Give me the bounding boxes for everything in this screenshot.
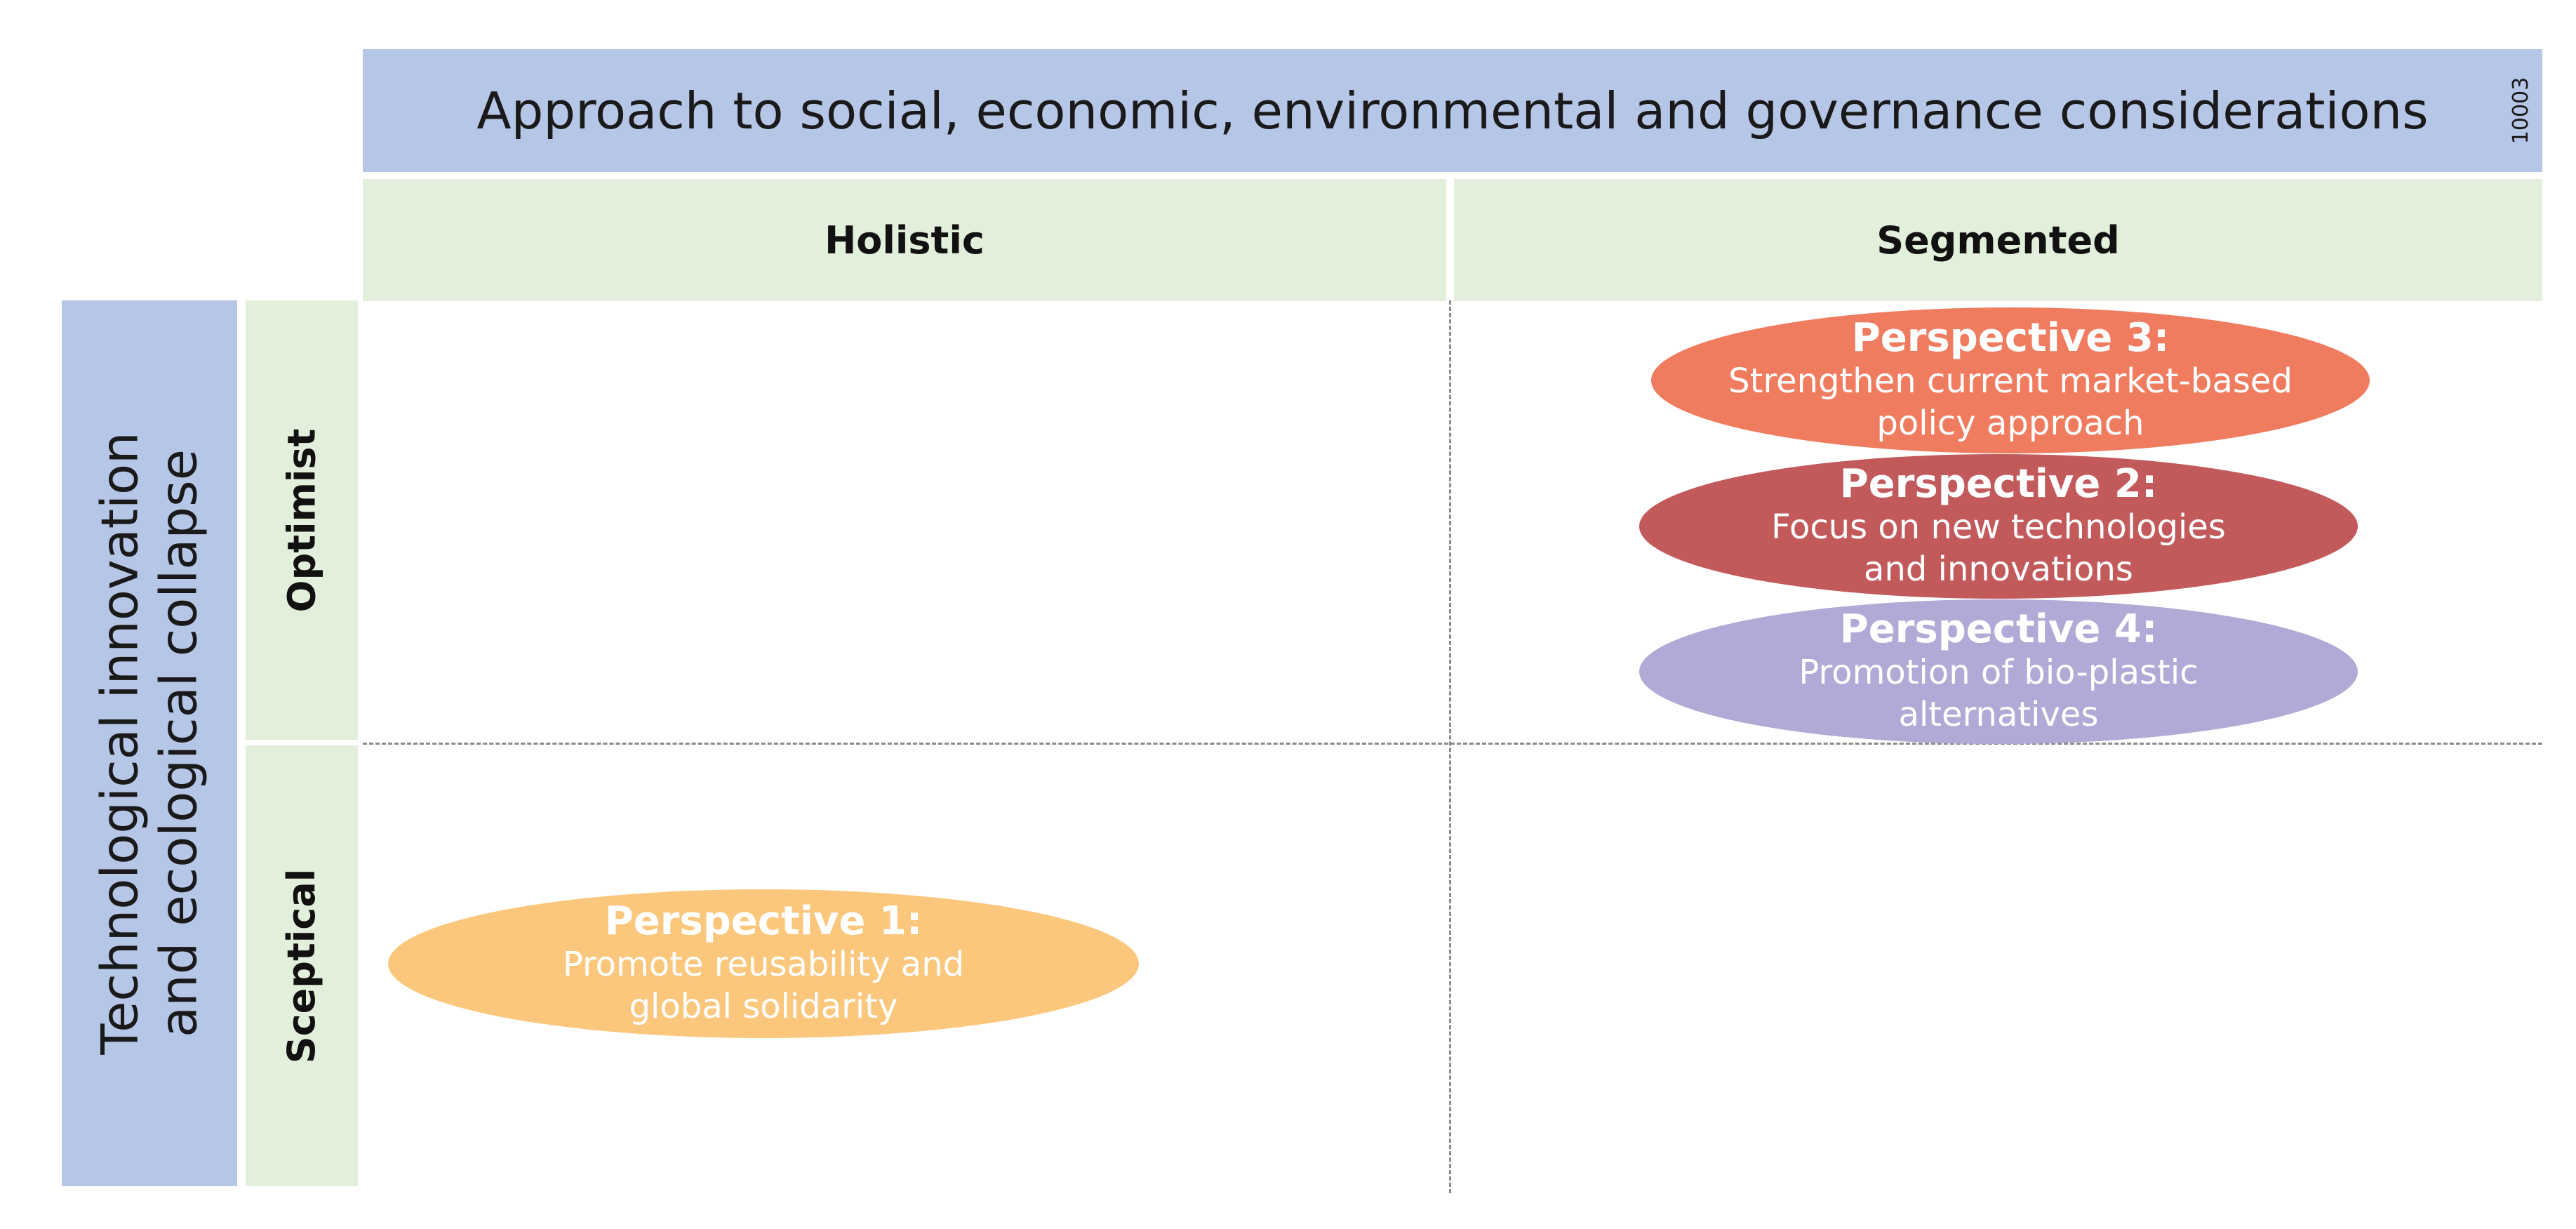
column-label-segmented: Segmented	[1876, 218, 2120, 263]
perspective-2-text-line-2: and innovations	[1864, 550, 2133, 589]
perspective-1-title: Perspective 1:	[604, 898, 923, 944]
column-header-segmented: Segmented	[1454, 179, 2542, 301]
vertical-divider	[1449, 300, 1451, 1193]
row-label-optimist: Optimist	[279, 428, 324, 612]
figure-id: 10003	[2509, 77, 2534, 145]
left-axis-label-line-1: Technological innovation	[91, 432, 149, 1055]
column-header-holistic: Holistic	[363, 179, 1446, 301]
column-label-holistic: Holistic	[825, 218, 985, 263]
main-header: Approach to social, economic, environmen…	[363, 49, 2542, 172]
horizontal-divider	[363, 743, 2542, 745]
left-axis-label: Technological innovation and ecological …	[91, 432, 208, 1054]
figure-id-container: 10003	[2500, 49, 2542, 172]
perspective-4-ellipse: Perspective 4: Promotion of bio-plastic …	[1639, 599, 2358, 744]
main-header-title: Approach to social, economic, environmen…	[476, 81, 2429, 140]
perspective-2-ellipse: Perspective 2: Focus on new technologies…	[1639, 454, 2358, 599]
row-header-optimist: Optimist	[246, 300, 358, 740]
perspective-3-ellipse: Perspective 3: Strengthen current market…	[1651, 307, 2370, 453]
left-axis-label-line-2: and ecological collapse	[149, 449, 208, 1037]
perspective-4-text-line-1: Promotion of bio-plastic	[1798, 653, 2198, 692]
row-label-sceptical: Sceptical	[279, 868, 324, 1063]
perspective-3-text-line-2: policy approach	[1876, 404, 2144, 443]
perspective-2-text-line-1: Focus on new technologies	[1771, 507, 2226, 547]
perspective-4-title: Perspective 4:	[1839, 606, 2158, 652]
perspective-1-text-line-2: global solidarity	[629, 987, 898, 1026]
perspective-1-text-line-1: Promote reusability and	[562, 945, 965, 984]
left-axis-header: Technological innovation and ecological …	[62, 300, 237, 1186]
perspective-2-title: Perspective 2:	[1839, 461, 2158, 507]
perspective-3-title: Perspective 3:	[1851, 315, 2170, 361]
row-header-sceptical: Sceptical	[246, 745, 358, 1186]
perspective-4-text-line-2: alternatives	[1898, 695, 2099, 734]
perspective-3-text-line-1: Strengthen current market-based	[1728, 361, 2293, 401]
perspective-1-ellipse: Perspective 1: Promote reusability and g…	[388, 889, 1139, 1038]
